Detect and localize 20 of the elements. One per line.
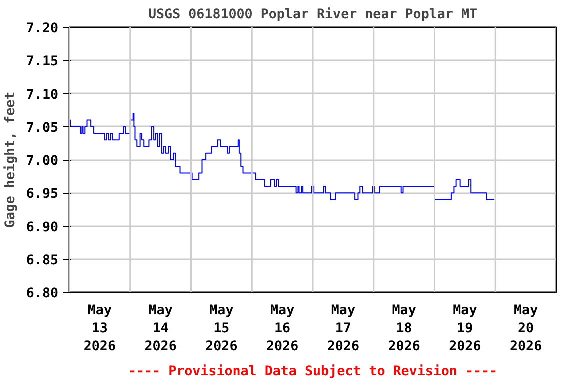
chart-title: USGS 06181000 Poplar River near Poplar MT <box>148 8 478 22</box>
y-tick-label: 6.95 <box>26 187 59 202</box>
x-tick-label: May 20 2026 <box>510 304 542 354</box>
y-tick-label: 7.00 <box>26 154 59 169</box>
y-tick-label: 6.85 <box>26 253 59 268</box>
y-tick-label: 6.80 <box>26 286 59 302</box>
x-tick-label: May 18 2026 <box>388 304 420 354</box>
y-tick-label: 7.20 <box>26 22 59 36</box>
x-tick-label: May 16 2026 <box>266 304 299 354</box>
x-tick-label: May 13 2026 <box>84 304 116 354</box>
y-tick-label: 7.15 <box>26 54 59 70</box>
x-tick-label: May 15 2026 <box>206 304 238 354</box>
y-tick-label: 7.10 <box>26 88 59 103</box>
x-tick-label: May 14 2026 <box>144 304 177 354</box>
y-tick-label: 6.90 <box>26 220 59 236</box>
text: ---- Provisional Data Subject to Revision ---- <box>128 364 498 380</box>
y-axis-title: Gage height, feet <box>3 92 18 228</box>
x-tick-label: May 17 2026 <box>327 304 360 354</box>
y-tick-label: 7.05 <box>26 120 59 136</box>
x-tick-label: May 19 2026 <box>449 304 482 354</box>
